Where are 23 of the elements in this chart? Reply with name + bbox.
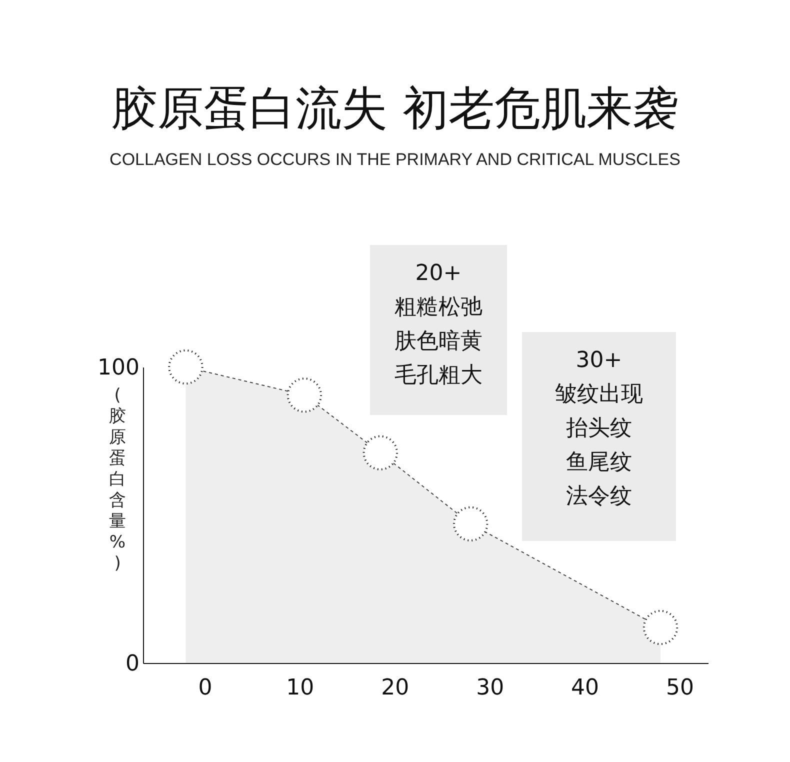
- text: 肤色暗黄: [394, 328, 484, 356]
- point: [453, 506, 488, 542]
- annotation: 皱纹出现: [554, 381, 644, 409]
- text: 20+: [414, 260, 463, 288]
- x-tick-label: 40: [571, 676, 600, 700]
- annotation: 毛孔粗大: [394, 362, 484, 390]
- chart-subtitle: COLLAGEN LOSS OCCURS IN THE PRIMARY AND CRITICAL MUSCLES: [108, 150, 682, 170]
- point: [642, 610, 678, 646]
- x-tick-label: 50: [666, 676, 694, 700]
- y-tick-label: 100: [98, 356, 140, 380]
- annotation: 30+: [574, 347, 624, 375]
- chart-title: 胶原蛋白流失 初老危肌来袭: [110, 80, 680, 137]
- x-tick-label: 20: [381, 676, 410, 700]
- x-tick-label: 0: [198, 676, 212, 700]
- text: (胶原蛋白含量%): [109, 386, 126, 574]
- point: [362, 435, 398, 470]
- x-tick-label: 30: [476, 676, 504, 700]
- annotation: 抬头纹: [565, 415, 633, 443]
- x-tick-label: 10: [286, 676, 314, 700]
- annotation: 鱼尾纹: [565, 449, 633, 477]
- text: 粗糙松弛: [394, 294, 484, 322]
- annotation: 法令纹: [565, 483, 633, 511]
- point: [286, 378, 322, 413]
